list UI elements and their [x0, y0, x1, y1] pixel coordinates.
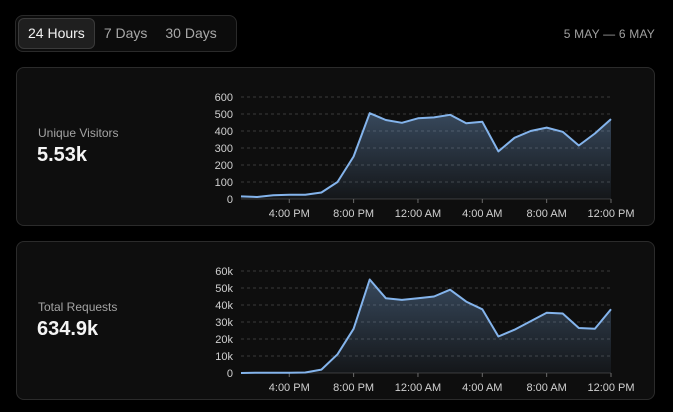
x-tick-label: 4:00 PM — [269, 208, 310, 220]
x-tick-label: 12:00 PM — [587, 382, 634, 394]
y-tick-label: 400 — [215, 126, 233, 138]
y-tick-label: 20k — [215, 334, 233, 346]
range-30-days-button[interactable]: 30 Days — [165, 25, 217, 41]
x-tick-label: 4:00 PM — [269, 382, 310, 394]
x-tick-label: 4:00 AM — [462, 382, 502, 394]
x-tick-label: 8:00 AM — [526, 382, 566, 394]
x-tick-label: 12:00 AM — [395, 208, 441, 220]
x-tick-label: 4:00 AM — [462, 208, 502, 220]
metric-value: 634.9k — [37, 318, 99, 340]
y-tick-label: 0 — [227, 368, 233, 380]
y-tick-label: 60k — [215, 266, 233, 278]
y-tick-label: 40k — [215, 300, 233, 312]
y-tick-label: 600 — [215, 92, 233, 104]
x-tick-label: 12:00 AM — [395, 382, 441, 394]
unique-visitors-card: Unique Visitors 5.53k 0 100 200 300 400 500 60… — [16, 67, 655, 226]
y-tick-label: 30k — [215, 317, 233, 329]
y-tick-label: 50k — [215, 283, 233, 295]
x-tick-label: 8:00 AM — [526, 208, 566, 220]
date-range-label: 5 MAY — 6 MAY — [563, 27, 655, 41]
x-tick-label: 8:00 PM — [333, 382, 374, 394]
range-24-hours-button[interactable]: 24 Hours — [18, 18, 95, 49]
metric-label: Unique Visitors — [38, 126, 119, 140]
y-tick-label: 200 — [215, 160, 233, 172]
y-tick-label: 500 — [215, 109, 233, 121]
time-range-selector: 24 Hours 7 Days 30 Days — [15, 15, 237, 52]
series-line — [240, 112, 612, 198]
series-area — [241, 113, 611, 199]
total-requests-card: Total Requests 634.9k 0 10k 20k 30k 40k 50k 60… — [16, 241, 655, 400]
metric-value: 5.53k — [37, 144, 88, 166]
unique-visitors-chart: 0 100 200 300 400 500 600 4:00 PM 8:00 PM 12:00 A… — [215, 92, 635, 220]
y-tick-label: 0 — [227, 194, 233, 206]
metric-label: Total Requests — [38, 300, 118, 314]
x-tick-label: 8:00 PM — [333, 208, 374, 220]
total-requests-chart: 0 10k 20k 30k 40k 50k 60k 4:00 PM 8:00 PM 12:00 A… — [215, 266, 634, 394]
y-tick-label: 100 — [215, 177, 233, 189]
series-area — [241, 279, 611, 373]
y-tick-label: 10k — [215, 351, 233, 363]
series-line — [240, 278, 612, 374]
y-tick-label: 300 — [215, 143, 233, 155]
x-tick-label: 12:00 PM — [587, 208, 634, 220]
range-7-days-button[interactable]: 7 Days — [103, 25, 148, 41]
